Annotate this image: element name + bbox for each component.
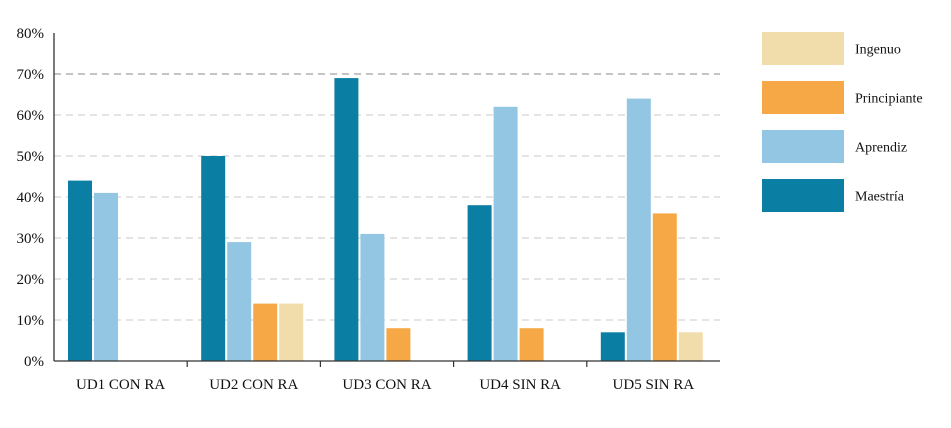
- bar-maestr-a-4: [467, 205, 492, 361]
- y-tick-label: 60%: [17, 108, 45, 124]
- bar-principiante-2: [253, 303, 278, 361]
- x-category-label: UD3 CON RA: [342, 377, 431, 393]
- y-tick-label: 10%: [17, 313, 45, 329]
- legend-swatch-maestr-a: [762, 179, 844, 212]
- bar-ingenuo-5: [678, 332, 703, 361]
- y-tick-label: 30%: [17, 231, 45, 247]
- y-tick-label: 70%: [17, 67, 45, 83]
- x-category-label: UD5 SIN RA: [613, 377, 695, 393]
- bar-aprendiz-4: [493, 106, 518, 361]
- y-tick-label: 50%: [17, 149, 45, 165]
- bar-maestr-a-3: [334, 78, 359, 361]
- bars: [68, 78, 703, 361]
- y-tick-label: 80%: [17, 26, 45, 42]
- axes: 0% 10% 20% 30% 40% 50% 60% 70% 80% UD1 CON RA UD2 …: [17, 26, 720, 393]
- x-category-label: UD1 CON RA: [76, 377, 165, 393]
- bar-principiante-5: [652, 213, 677, 361]
- bar-maestr-a-5: [600, 332, 625, 361]
- y-tick-label: 40%: [17, 190, 45, 206]
- x-category-label: UD2 CON RA: [209, 377, 298, 393]
- legend-label-ingenuo: Ingenuo: [855, 43, 901, 58]
- legend-swatch-aprendiz: [762, 130, 844, 163]
- bar-aprendiz-2: [227, 242, 252, 361]
- legend-label-principiante: Principiante: [855, 92, 923, 107]
- legend-label-maestr-a: Maestría: [855, 190, 905, 205]
- bar-principiante-3: [386, 328, 411, 361]
- legend: Ingenuo Principiante Aprendiz Maestría: [762, 32, 923, 212]
- legend-label-aprendiz: Aprendiz: [855, 141, 907, 156]
- bar-aprendiz-3: [360, 233, 385, 361]
- bar-aprendiz-5: [626, 98, 651, 361]
- bar-principiante-4: [519, 328, 544, 361]
- bar-ingenuo-2: [279, 303, 304, 361]
- bar-maestr-a-2: [201, 156, 226, 361]
- x-category-label: UD4 SIN RA: [479, 377, 561, 393]
- bar-aprendiz-1: [94, 192, 118, 361]
- y-tick-label: 0%: [24, 354, 44, 370]
- grid-lines: [54, 73, 720, 321]
- bar-maestr-a-1: [68, 180, 92, 361]
- legend-swatch-ingenuo: [762, 32, 844, 65]
- legend-swatch-principiante: [762, 81, 844, 114]
- y-tick-label: 20%: [17, 272, 45, 288]
